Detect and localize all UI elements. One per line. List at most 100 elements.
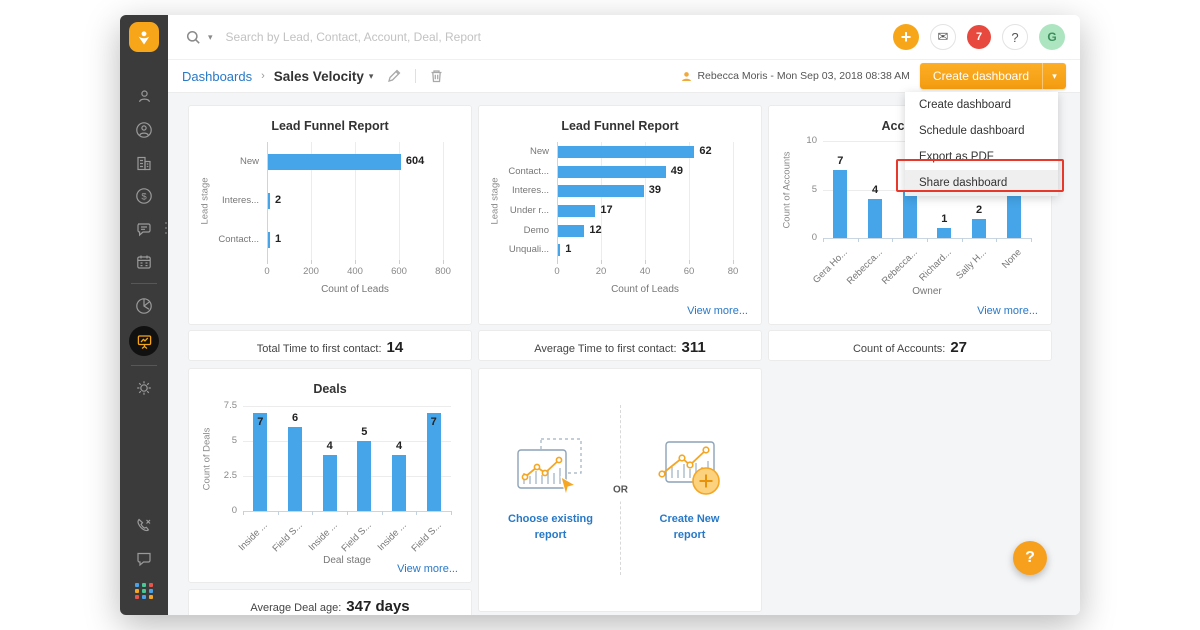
grid	[311, 142, 312, 260]
global-search[interactable]: ▾ Search by Lead, Contact, Account, Deal…	[168, 30, 481, 45]
notifications-badge[interactable]: 7	[967, 25, 991, 49]
reports-icon[interactable]	[120, 289, 168, 322]
tickmark	[601, 260, 602, 264]
stat-label: Count of Accounts:	[852, 343, 946, 355]
bar	[558, 224, 585, 237]
grid	[689, 142, 690, 260]
accounts-icon[interactable]	[120, 146, 168, 179]
ticklab: 5	[811, 183, 817, 195]
xlab: Deal stage	[323, 555, 371, 566]
share-dashboard-highlight-box	[896, 159, 1064, 192]
vallab: 7	[257, 416, 264, 428]
bar	[426, 413, 441, 511]
chart-title: Lead Funnel Report	[271, 119, 389, 133]
vallab: 1	[941, 213, 948, 226]
vallab: 4	[326, 440, 333, 452]
menu-item-schedule-dashboard[interactable]: Schedule dashboard	[919, 125, 1025, 137]
catlab: Interes...	[222, 195, 259, 206]
ticklab: 800	[435, 266, 451, 277]
view-more-link[interactable]: View more...	[687, 305, 748, 317]
leads-icon[interactable]	[120, 80, 168, 113]
dashboard-select-caret-icon[interactable]: ▾	[368, 70, 374, 81]
create-new-report-icon	[657, 440, 720, 495]
help-fab-button[interactable]: ?	[1013, 541, 1047, 575]
owner-icon	[682, 71, 692, 81]
view-more-link[interactable]: View more...	[977, 305, 1038, 317]
sidebar-divider	[131, 283, 157, 284]
or-label: OR	[611, 478, 630, 502]
catlab: New	[239, 155, 259, 167]
catlab: Under r...	[509, 204, 549, 216]
stat-value: 14	[386, 339, 404, 356]
bar	[558, 204, 596, 217]
sidebar: $	[120, 15, 168, 615]
quick-add-button[interactable]: +	[893, 24, 919, 50]
contacts-icon[interactable]	[120, 113, 168, 146]
stat-label: Average Time to first contact:	[534, 343, 677, 355]
bar	[268, 193, 270, 209]
xlab: Count of Leads	[321, 284, 389, 295]
breadcrumb-current[interactable]: Sales Velocity	[273, 68, 364, 84]
choose-existing-report-option[interactable]: Choose existing report	[492, 437, 610, 544]
ticklab: 0	[554, 266, 560, 277]
delete-dashboard-icon[interactable]	[430, 69, 443, 83]
email-icon[interactable]: ✉	[930, 24, 956, 50]
grid	[733, 142, 734, 260]
grid	[645, 142, 646, 260]
lead-funnel-card-1: Lead Funnel Report Lead stage 0 200 400 600 8…	[188, 105, 472, 325]
create-dashboard-button[interactable]: Create dashboard	[919, 63, 1042, 89]
breadcrumb-dashboards-link[interactable]: Dashboards	[182, 68, 253, 84]
grid	[243, 476, 451, 477]
tickmark	[381, 511, 383, 515]
calendar-icon[interactable]	[120, 245, 168, 278]
grid	[399, 142, 400, 260]
bar	[322, 455, 337, 511]
tickmark	[243, 511, 244, 515]
catlab: Contact...	[218, 234, 259, 246]
tickmark	[399, 260, 400, 264]
deals-icon[interactable]: $	[120, 179, 168, 212]
tickmark	[1031, 238, 1032, 242]
stat-count-accounts-card: Count of Accounts: 27	[768, 330, 1052, 361]
xlab: Owner	[912, 286, 942, 297]
stat-total-time-card: Total Time to first contact: 14	[188, 330, 472, 361]
ticklab: 20	[595, 266, 607, 277]
create-new-report-option[interactable]: Create New report	[631, 437, 749, 544]
edit-dashboard-icon[interactable]	[387, 69, 401, 83]
tickmark	[823, 238, 824, 242]
tickmark	[645, 260, 646, 264]
tickmark	[267, 260, 268, 264]
bar	[902, 189, 917, 238]
ticklab: 80	[727, 266, 739, 277]
header-divider	[415, 69, 417, 83]
create-dashboard-caret[interactable]: ▾	[1042, 63, 1066, 89]
vallab: 5	[361, 426, 368, 438]
dashboards-icon-active[interactable]	[120, 322, 168, 360]
apps-grid-icon[interactable]	[120, 574, 168, 607]
vallab: 4	[871, 184, 879, 197]
lead-funnel-chart-1: Lead stage 0 200 400 600 800 New 604 Interes... 2…	[195, 134, 465, 302]
bar	[972, 218, 986, 238]
conversations-icon[interactable]	[120, 212, 168, 245]
deals-chart: Count of Deals 0 2.5 5 7.5 7 Inside ... 6 Field …	[195, 399, 465, 577]
grid	[243, 441, 451, 442]
breadcrumb-separator: ›	[261, 70, 265, 82]
menu-item-create-dashboard[interactable]: Create dashboard	[919, 99, 1012, 111]
grid	[355, 142, 356, 260]
chart-title: Lead Funnel Report	[561, 119, 679, 133]
view-more-link[interactable]: View more...	[397, 563, 458, 575]
tickmark	[451, 511, 452, 515]
help-icon[interactable]: ?	[1002, 24, 1028, 50]
stat-avg-deal-age-card: Average Deal age: 347 days	[188, 589, 472, 615]
bar	[937, 228, 952, 238]
phone-icon[interactable]	[120, 508, 168, 541]
avatar[interactable]: G	[1039, 24, 1065, 50]
tickmark	[443, 260, 444, 264]
live-chat-icon[interactable]	[120, 541, 168, 574]
search-placeholder: Search by Lead, Contact, Account, Deal, …	[225, 30, 482, 44]
bar	[392, 455, 406, 511]
search-scope-caret-icon[interactable]: ▾	[208, 31, 213, 42]
vallab: 17	[600, 203, 613, 216]
settings-icon[interactable]	[120, 371, 168, 404]
freshsales-logo-icon[interactable]	[129, 22, 159, 52]
